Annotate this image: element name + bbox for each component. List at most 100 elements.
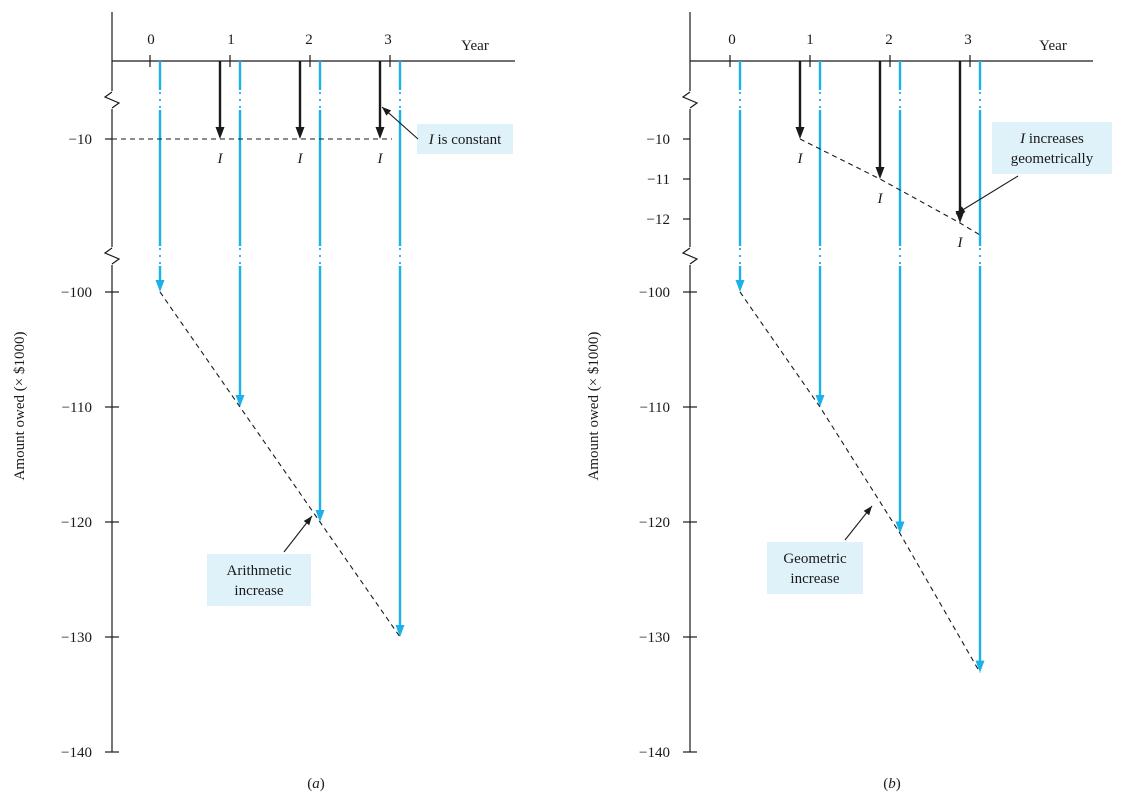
amount-owed-arrow xyxy=(895,61,905,534)
interest-arrow-head xyxy=(375,127,385,139)
amount-owed-break-dot xyxy=(978,254,982,258)
interest-arrow xyxy=(215,61,225,139)
amount-owed-arrow-head xyxy=(155,280,165,292)
amount-owed-break-dot xyxy=(818,98,822,102)
amount-owed-arrow-head xyxy=(315,510,325,522)
owed-callout-b-text: Geometric xyxy=(783,551,847,567)
amount-owed-arrow-head xyxy=(975,660,985,673)
interest-arrow xyxy=(955,61,965,223)
amount-owed-arrow xyxy=(395,61,405,637)
amount-owed-break-dot xyxy=(158,254,162,258)
amount-owed-break-dot xyxy=(398,254,402,258)
interest-callout-a-box xyxy=(417,124,513,154)
y-axis-title: Amount owed (× $1000) xyxy=(12,332,28,481)
y-tick-label: −130 xyxy=(61,630,92,646)
amount-owed-break-dot xyxy=(238,247,242,251)
x-tick-label: 2 xyxy=(305,32,313,48)
interest-callout-b-pointer xyxy=(955,175,1019,215)
owed-callout-a-pointer xyxy=(283,515,313,553)
x-tick-label: 3 xyxy=(384,32,392,48)
owed-callout-b-pointer-head xyxy=(863,506,872,516)
amount-owed-break-dot xyxy=(398,105,402,109)
amount-owed-arrow-head xyxy=(815,395,825,407)
amount-owed-break-dot xyxy=(978,91,982,95)
owed-callout-a-text: Arithmetic xyxy=(227,563,292,579)
amount-owed-trend-line xyxy=(159,291,401,638)
amount-owed-break-dot xyxy=(738,98,742,102)
interest-callout-b: I increases geometrically xyxy=(992,122,1112,174)
amount-owed-break-dot xyxy=(978,247,982,251)
interest-callout-b-text: I increases xyxy=(1019,131,1084,147)
interest-label: I xyxy=(957,235,964,251)
x-tick-label: 1 xyxy=(806,32,814,48)
interest-label: I xyxy=(877,191,884,207)
axis-break-icon xyxy=(103,247,121,265)
y-tick-label: −12 xyxy=(647,212,670,228)
y-tick-label: −120 xyxy=(61,515,92,531)
interest-callout-b-pointer-line xyxy=(955,175,1019,215)
y-tick-label: −140 xyxy=(639,745,670,761)
interest-callout-a-text: I is constant xyxy=(428,132,502,148)
interest-trend-line xyxy=(799,138,981,236)
amount-owed-arrow xyxy=(815,61,825,407)
owed-callout-a: Arithmetic increase xyxy=(207,554,311,606)
amount-owed-break-dot xyxy=(158,91,162,95)
amount-owed-break-dot xyxy=(158,98,162,102)
amount-owed-arrow-head xyxy=(735,280,745,292)
amount-owed-arrow xyxy=(735,61,745,292)
interest-arrow xyxy=(295,61,305,139)
amount-owed-break-dot xyxy=(898,247,902,251)
x-tick-label: 0 xyxy=(147,32,155,48)
interest-arrow xyxy=(875,61,885,179)
amount-owed-break-dot xyxy=(738,254,742,258)
x-tick-label: 2 xyxy=(885,32,893,48)
amount-owed-break-dot xyxy=(818,91,822,95)
y-tick-label: −140 xyxy=(61,745,92,761)
owed-callout-b-box xyxy=(767,542,863,594)
y-tick-label: −10 xyxy=(647,132,670,148)
x-axis-title: Year xyxy=(461,38,489,54)
amount-owed-break-dot xyxy=(818,247,822,251)
amount-owed-break-dot xyxy=(398,247,402,251)
y-tick-label: −10 xyxy=(69,132,92,148)
amount-owed-break-dot xyxy=(818,105,822,109)
panel-a: 0 1 2 3 Year −10 −100 −110 −120 −130 −140 Amount ow… xyxy=(12,12,515,761)
owed-callout-a-text: increase xyxy=(234,583,283,599)
y-tick-label: −100 xyxy=(639,285,670,301)
amount-owed-break-dot xyxy=(158,105,162,109)
x-tick-label: 0 xyxy=(728,32,736,48)
amount-owed-break-dot xyxy=(238,254,242,258)
amount-owed-break-dot xyxy=(158,261,162,265)
interest-callout-a: I is constant xyxy=(417,124,513,154)
amount-owed-break-dot xyxy=(318,254,322,258)
amount-owed-break-dot xyxy=(238,98,242,102)
amount-owed-break-dot xyxy=(318,91,322,95)
amount-owed-arrow xyxy=(315,61,325,522)
interest-arrow-head xyxy=(795,127,805,139)
interest-callout-a-pointer-head xyxy=(382,107,392,116)
y-tick-label: −11 xyxy=(647,172,670,188)
interest-callout-b-text: geometrically xyxy=(1011,151,1094,167)
amount-owed-break-dot xyxy=(898,98,902,102)
amount-owed-break-dot xyxy=(398,261,402,265)
amount-owed-break-dot xyxy=(158,247,162,251)
amount-owed-break-dot xyxy=(238,91,242,95)
amount-owed-arrow-head xyxy=(235,395,245,407)
interest-label: I xyxy=(377,151,384,167)
panel-caption: (a) xyxy=(307,776,325,792)
amount-owed-break-dot xyxy=(978,98,982,102)
axis-break-icon xyxy=(103,91,121,109)
x-axis-title: Year xyxy=(1039,38,1067,54)
interest-label: I xyxy=(217,151,224,167)
amount-owed-break-dot xyxy=(978,105,982,109)
panel-caption: (b) xyxy=(883,776,901,792)
amount-owed-break-dot xyxy=(318,105,322,109)
interest-arrow-head xyxy=(875,167,885,179)
amount-owed-break-dot xyxy=(398,98,402,102)
interest-arrow-head xyxy=(955,211,965,223)
amount-owed-arrow xyxy=(155,61,165,292)
owed-callout-a-pointer-head xyxy=(303,516,312,526)
amount-owed-break-dot xyxy=(318,261,322,265)
amount-owed-arrow-head xyxy=(395,625,405,637)
